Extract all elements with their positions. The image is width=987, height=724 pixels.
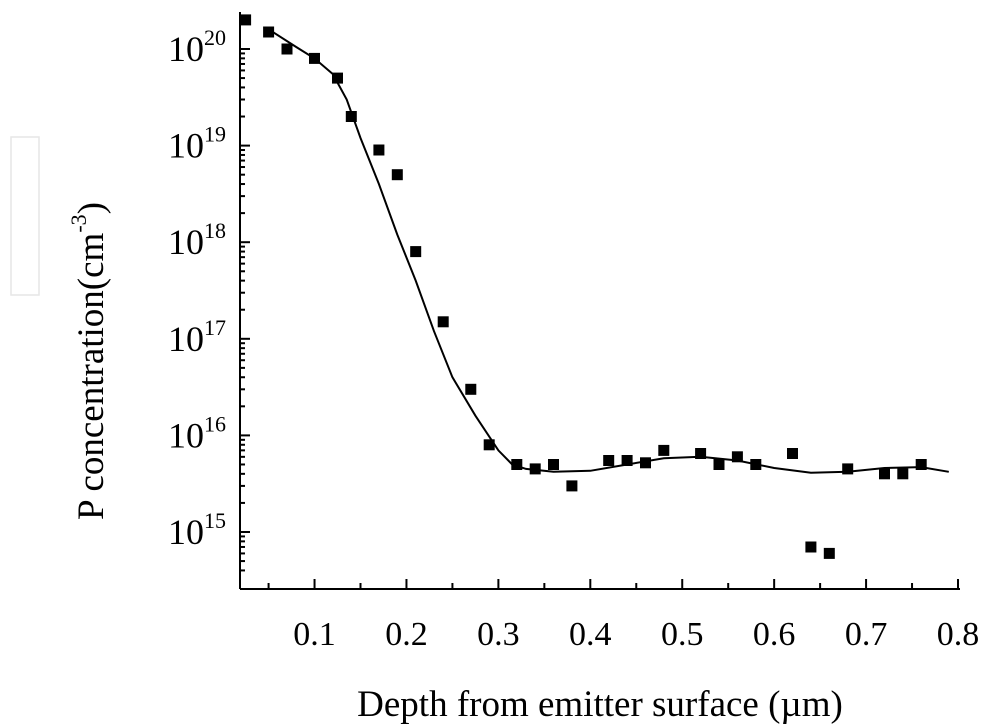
series-group	[240, 14, 949, 559]
data-point	[695, 448, 707, 459]
x-tick-label: 0.8	[937, 616, 980, 653]
data-point	[309, 52, 320, 64]
data-point	[603, 455, 615, 466]
y-tick-exponent: 16	[204, 411, 226, 436]
x-tick-label: 0.6	[753, 616, 796, 653]
data-point	[332, 72, 343, 84]
y-tick-base: 10	[168, 222, 204, 262]
y-tick-base: 10	[168, 415, 204, 455]
y-tick-exponent: 18	[204, 218, 226, 243]
data-point	[750, 459, 762, 470]
fit-curve	[268, 28, 949, 474]
data-point	[465, 383, 477, 395]
x-tick-label: 0.5	[661, 616, 704, 653]
data-point	[897, 468, 909, 480]
y-axis-label: P concentration(cm-3)	[66, 202, 112, 520]
data-point	[787, 448, 798, 459]
x-axis-label: Depth from emitter surface (µm)	[357, 684, 843, 724]
y-tick-exponent: 20	[204, 25, 226, 50]
data-point	[621, 455, 633, 466]
y-tick-label: 1015	[168, 508, 226, 552]
data-point	[842, 463, 854, 475]
data-point	[529, 463, 541, 475]
plot-area: 0.1 0.2 0.3 0.4 0.5 0.6 0.7 0.8 101510161017101…	[168, 12, 979, 653]
data-point	[640, 457, 651, 469]
empty-legend-box	[10, 136, 40, 296]
y-tick-label: 1020	[168, 25, 226, 69]
x-ticks: 0.1 0.2 0.3 0.4 0.5 0.6 0.7 0.8	[267, 579, 980, 653]
data-point	[373, 144, 385, 156]
y-tick-label: 1017	[168, 315, 226, 359]
data-point	[281, 43, 293, 55]
data-point	[713, 459, 725, 470]
data-point	[566, 480, 578, 492]
y-tick-base: 10	[168, 512, 204, 552]
x-tick-label: 0.1	[293, 616, 336, 653]
data-point	[483, 439, 495, 451]
y-tick-label: 1016	[168, 411, 226, 455]
y-tick-exponent: 17	[204, 315, 226, 340]
data-point	[731, 451, 743, 463]
y-tick-base: 10	[168, 29, 204, 69]
data-point	[915, 459, 927, 470]
x-tick-label: 0.4	[569, 616, 612, 653]
data-point	[823, 547, 835, 559]
y-tick-exponent: 15	[204, 508, 226, 533]
data-point	[879, 468, 890, 480]
data-point	[391, 169, 403, 181]
y-tick-label: 1018	[168, 218, 226, 262]
y-axis-label-sup: -3	[66, 214, 91, 232]
data-point	[511, 459, 523, 470]
y-tick-base: 10	[168, 126, 204, 166]
data-point	[658, 444, 670, 456]
data-point	[548, 459, 559, 470]
x-tick-label: 0.3	[477, 616, 520, 653]
y-tick-base: 10	[168, 319, 204, 359]
data-point	[263, 26, 275, 38]
data-point	[240, 14, 252, 26]
x-tick-label: 0.7	[845, 616, 888, 653]
x-tick-label: 0.2	[385, 616, 428, 653]
y-axis-label-main: P concentration(cm	[71, 232, 112, 520]
y-tick-label: 1019	[168, 122, 226, 166]
data-point	[437, 316, 449, 328]
y-tick-exponent: 19	[204, 122, 226, 147]
data-point	[410, 246, 422, 258]
y-axis-label-close: )	[71, 202, 112, 214]
data-point	[805, 541, 817, 553]
data-point	[345, 111, 357, 122]
